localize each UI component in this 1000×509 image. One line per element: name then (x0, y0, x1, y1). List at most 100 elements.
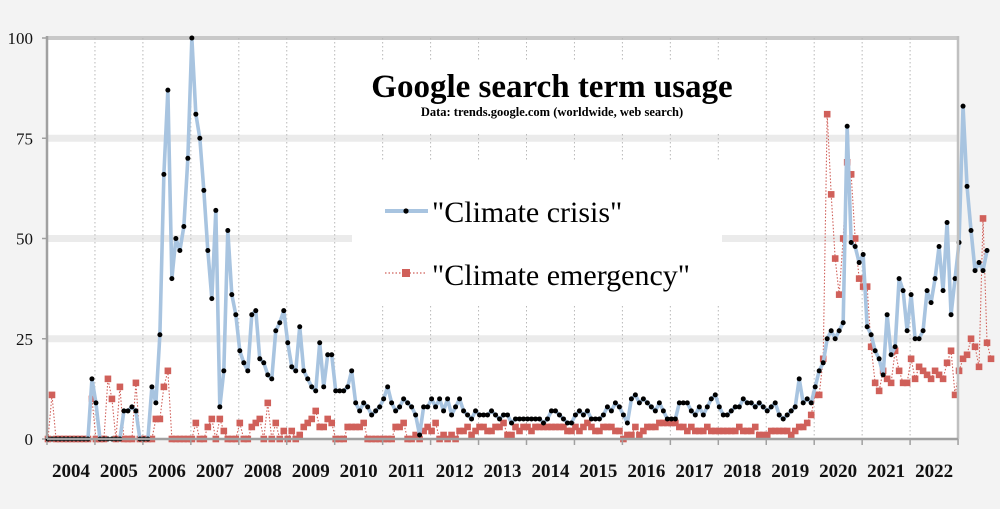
data-point-climate-crisis (948, 312, 954, 318)
data-point-climate-crisis (457, 396, 463, 402)
data-point-climate-emergency (264, 399, 272, 407)
data-point-climate-crisis (253, 308, 259, 314)
data-point-climate-crisis (381, 396, 387, 402)
data-point-climate-emergency (668, 419, 675, 427)
data-point-climate-emergency (460, 427, 467, 435)
data-point-climate-emergency (304, 419, 312, 427)
data-point-climate-crisis (712, 392, 718, 398)
data-point-climate-crisis (321, 384, 327, 390)
data-point-climate-emergency (887, 379, 895, 387)
data-point-climate-emergency (204, 423, 212, 431)
data-point-climate-emergency (915, 363, 923, 371)
data-point-climate-emergency (927, 375, 935, 383)
data-point-climate-emergency (731, 427, 739, 435)
x-tick-label: 2022 (915, 461, 953, 482)
data-point-climate-emergency (851, 235, 859, 242)
data-point-climate-crisis (892, 344, 898, 350)
data-point-climate-crisis (596, 416, 602, 422)
chart-title: Google search term usage (371, 69, 732, 105)
data-point-climate-crisis (473, 408, 479, 414)
data-point-climate-crisis (505, 412, 511, 418)
data-point-climate-crisis (281, 308, 287, 314)
data-point-climate-crisis (928, 300, 934, 306)
data-point-climate-emergency (588, 423, 595, 431)
data-point-climate-crisis (560, 416, 566, 422)
data-point-climate-crisis (217, 404, 223, 410)
data-point-climate-crisis (576, 408, 582, 414)
data-point-climate-crisis (373, 408, 379, 414)
data-point-climate-crisis (864, 324, 870, 330)
data-point-climate-emergency (424, 423, 431, 431)
data-point-climate-emergency (508, 431, 515, 439)
data-point-climate-crisis (784, 412, 790, 418)
data-point-climate-crisis (333, 388, 339, 394)
data-point-climate-crisis (692, 412, 698, 418)
data-point-climate-emergency (328, 419, 336, 427)
data-point-climate-emergency (472, 427, 479, 435)
data-point-climate-crisis (193, 111, 199, 117)
data-point-climate-emergency (592, 427, 599, 435)
data-point-climate-crisis (764, 408, 770, 414)
data-point-climate-crisis (680, 400, 686, 406)
data-point-climate-crisis (940, 288, 946, 294)
data-point-climate-crisis (389, 400, 395, 406)
data-point-climate-emergency (883, 375, 891, 383)
data-point-climate-emergency (216, 415, 224, 423)
data-point-climate-crisis (660, 408, 666, 414)
data-point-climate-crisis (704, 404, 710, 410)
data-point-climate-emergency (827, 191, 835, 198)
data-point-climate-emergency (520, 423, 527, 431)
x-tick-label: 2014 (531, 461, 570, 482)
data-point-climate-crisis (361, 400, 367, 406)
data-point-climate-emergency (723, 427, 731, 435)
data-point-climate-crisis (121, 408, 127, 414)
data-point-climate-emergency (480, 423, 487, 431)
x-tick-label: 2005 (100, 461, 138, 482)
data-point-climate-emergency (164, 367, 172, 375)
data-point-climate-emergency (696, 427, 703, 435)
data-point-climate-emergency (700, 427, 707, 435)
data-point-climate-crisis (293, 368, 299, 374)
data-point-climate-crisis (325, 352, 331, 358)
data-point-climate-crisis (233, 312, 239, 318)
data-point-climate-crisis (756, 400, 762, 406)
data-point-climate-emergency (536, 423, 543, 431)
data-point-climate-emergency (983, 339, 991, 347)
data-point-climate-emergency (412, 431, 419, 439)
data-point-climate-emergency (747, 427, 755, 435)
data-point-climate-crisis (652, 408, 658, 414)
data-point-climate-crisis (648, 404, 654, 410)
data-point-climate-crisis (189, 35, 195, 41)
data-point-climate-crisis (848, 240, 854, 246)
data-point-climate-crisis (469, 416, 475, 422)
data-point-climate-emergency (116, 383, 124, 391)
data-point-climate-emergency (440, 431, 447, 439)
data-point-climate-emergency (428, 427, 435, 435)
data-point-climate-crisis (277, 320, 283, 326)
data-point-climate-emergency (951, 391, 959, 399)
data-point-climate-emergency (344, 423, 351, 431)
data-point-climate-emergency (192, 419, 200, 427)
data-point-climate-crisis (532, 416, 538, 422)
data-point-climate-emergency (308, 415, 316, 423)
data-point-climate-emergency (823, 110, 831, 118)
data-point-climate-emergency (252, 419, 260, 427)
data-point-climate-emergency (392, 423, 399, 431)
data-point-climate-emergency (464, 423, 471, 431)
data-point-climate-emergency (608, 423, 615, 431)
data-point-climate-crisis (509, 420, 515, 426)
data-point-climate-emergency (324, 415, 332, 423)
data-point-climate-emergency (512, 423, 519, 431)
data-point-climate-emergency (727, 427, 735, 435)
x-tick-label: 2012 (436, 461, 474, 482)
data-point-climate-emergency (360, 419, 367, 427)
data-point-climate-emergency (632, 423, 639, 431)
data-point-climate-crisis (668, 416, 674, 422)
data-point-climate-crisis (968, 227, 974, 233)
data-point-climate-crisis (528, 416, 534, 422)
data-point-climate-emergency (624, 431, 631, 439)
data-point-climate-crisis (628, 396, 634, 402)
data-point-climate-crisis (413, 412, 419, 418)
data-point-climate-crisis (860, 252, 866, 258)
